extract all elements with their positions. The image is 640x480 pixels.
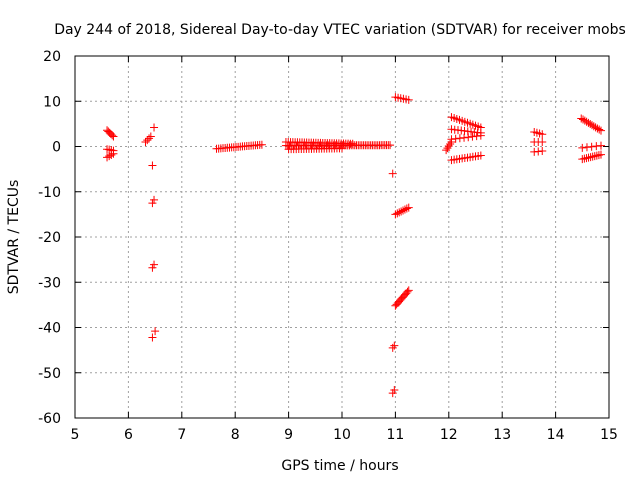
data-point	[109, 132, 118, 141]
x-tick-label: 9	[284, 427, 293, 443]
data-point	[388, 389, 397, 398]
data-point	[107, 150, 116, 159]
data-point	[404, 203, 413, 212]
y-axis-label: SDTVAR / TECUs	[6, 180, 22, 295]
data-point	[388, 169, 397, 178]
data-point	[595, 125, 604, 134]
data-point	[447, 135, 456, 144]
data-point	[400, 205, 409, 214]
data-point	[395, 208, 404, 217]
data-point	[391, 210, 400, 219]
x-tick-label: 7	[177, 427, 186, 443]
y-tick-label: 0	[52, 140, 61, 156]
y-tick-label: 20	[43, 49, 61, 65]
x-axis-label: GPS time / hours	[281, 458, 398, 474]
x-tick-labels: 5 6 7 8 9 10 11 12 13 14 15	[71, 427, 618, 443]
data-point	[443, 144, 452, 153]
data-point	[390, 385, 399, 394]
data-point	[442, 146, 451, 155]
data-point	[455, 134, 464, 143]
data-point	[472, 132, 481, 141]
data-point	[150, 195, 159, 204]
data-point	[148, 161, 157, 170]
data-point	[151, 327, 160, 336]
y-tick-label: 10	[43, 94, 61, 110]
data-point	[590, 152, 599, 161]
data-point	[476, 151, 485, 160]
x-tick-label: 10	[333, 427, 351, 443]
x-tick-label: 11	[386, 427, 404, 443]
data-point	[399, 206, 408, 215]
data-point	[444, 142, 453, 151]
x-tick-label: 15	[600, 427, 618, 443]
data-point	[150, 260, 159, 269]
data-point	[588, 152, 597, 161]
data-point	[580, 154, 589, 163]
data-point	[468, 132, 477, 141]
x-tick-label: 5	[71, 427, 80, 443]
data-point	[145, 134, 154, 143]
x-tick-label: 12	[440, 427, 458, 443]
data-point	[103, 153, 112, 162]
data-point	[460, 133, 469, 142]
x-tick-label: 6	[124, 427, 133, 443]
data-point	[148, 199, 157, 208]
data-point	[582, 143, 591, 152]
data-point	[393, 209, 402, 218]
data-point	[596, 141, 605, 150]
data-points	[103, 93, 605, 398]
y-tick-label: -60	[38, 411, 61, 427]
data-point	[338, 144, 346, 153]
data-point	[587, 142, 596, 151]
x-tick-label: 14	[547, 427, 565, 443]
data-point	[397, 207, 406, 216]
chart-title: Day 244 of 2018, Sidereal Day-to-day VTE…	[54, 22, 626, 38]
x-tick-label: 13	[493, 427, 511, 443]
data-point	[404, 95, 413, 104]
data-point	[538, 147, 547, 156]
data-point	[390, 341, 399, 350]
data-point	[464, 133, 473, 142]
data-point	[404, 286, 413, 295]
data-point	[150, 123, 159, 132]
data-point	[148, 333, 157, 342]
data-point	[578, 155, 587, 164]
data-point	[596, 150, 605, 159]
data-point	[146, 132, 155, 141]
data-point	[403, 287, 412, 296]
data-point	[476, 131, 485, 140]
data-point	[386, 141, 395, 150]
data-point	[586, 153, 595, 162]
y-tick-label: -10	[38, 185, 61, 201]
data-point	[109, 149, 118, 158]
data-point	[105, 152, 114, 161]
x-tick-label: 8	[231, 427, 240, 443]
y-tick-labels: -60 -50 -40 -30 -20 -10 0 10 20	[38, 49, 61, 427]
data-point	[596, 126, 605, 135]
axis-ticks	[74, 55, 610, 419]
data-point	[582, 154, 591, 163]
data-point	[446, 140, 455, 149]
y-tick-label: -20	[38, 230, 61, 246]
data-point	[257, 140, 266, 149]
data-point	[592, 151, 601, 160]
data-point	[141, 137, 150, 146]
data-point	[108, 131, 117, 140]
data-point	[538, 137, 547, 146]
data-point	[148, 263, 157, 272]
data-point	[451, 134, 460, 143]
y-tick-label: -40	[38, 321, 61, 337]
y-tick-label: -50	[38, 366, 61, 382]
data-point	[578, 143, 587, 152]
y-tick-label: -30	[38, 275, 61, 291]
data-point	[143, 136, 152, 145]
data-point	[538, 130, 547, 139]
data-point	[592, 142, 601, 151]
data-point	[584, 153, 593, 162]
data-point	[594, 151, 603, 160]
data-point	[402, 204, 411, 213]
data-point	[348, 139, 357, 148]
